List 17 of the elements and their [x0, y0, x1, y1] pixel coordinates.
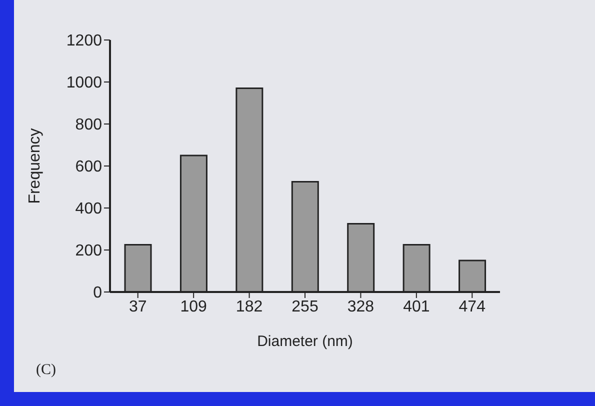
y-tick-label: 600 [75, 158, 102, 176]
y-tick-label: 0 [93, 284, 102, 302]
x-tick-label: 37 [128, 298, 147, 316]
y-tick-label: 1000 [66, 74, 102, 92]
text: (C) [36, 362, 56, 379]
x-tick-label: 474 [458, 298, 486, 316]
y-tick-label: 400 [75, 200, 102, 218]
x-axis-title: Diameter (nm) [257, 333, 353, 350]
x-tick-label: 182 [236, 298, 263, 316]
x-tick-label: 255 [292, 298, 318, 316]
y-tick-label: 800 [75, 116, 102, 134]
x-tick-label: 401 [403, 298, 430, 316]
y-tick-label: 1200 [66, 32, 102, 50]
y-tick-label: 200 [75, 242, 102, 260]
y-axis-title: Frequency [26, 128, 44, 204]
x-tick-label: 328 [347, 298, 374, 316]
x-tick-label: 109 [180, 298, 208, 316]
